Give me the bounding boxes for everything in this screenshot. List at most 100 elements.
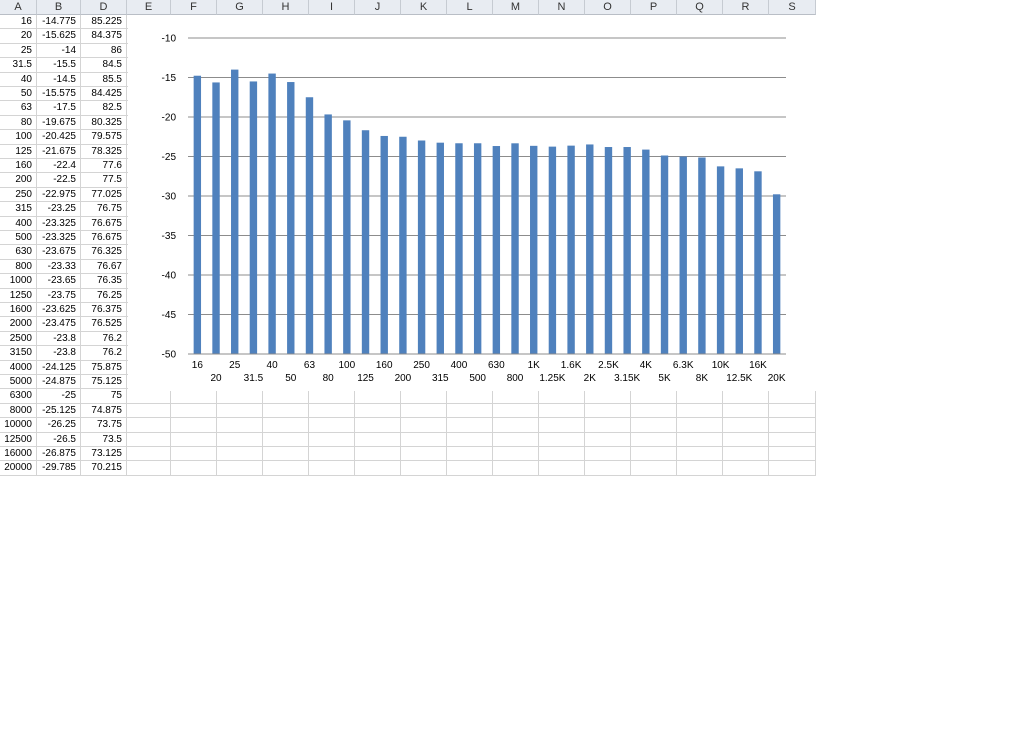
cell-B9[interactable]: -20.425	[37, 130, 81, 145]
cell-D5[interactable]: 85.5	[81, 72, 127, 87]
cell-A30[interactable]: 12500	[0, 432, 37, 447]
cell-D30[interactable]: 73.5	[81, 432, 127, 447]
cell-A21[interactable]: 1600	[0, 303, 37, 318]
column-header-F[interactable]: F	[171, 0, 217, 15]
cell-D13[interactable]: 77.025	[81, 187, 127, 203]
cell-D8[interactable]: 80.325	[81, 115, 127, 131]
cell-B25[interactable]: -24.125	[37, 360, 81, 375]
cell-B14[interactable]: -23.25	[37, 202, 81, 217]
cell-A13[interactable]: 250	[0, 187, 37, 203]
column-header-H[interactable]: H	[263, 0, 309, 15]
cell-B6[interactable]: -15.575	[37, 87, 81, 102]
cell-B2[interactable]: -15.625	[37, 29, 81, 44]
cell-D28[interactable]: 74.875	[81, 403, 127, 419]
cell-D16[interactable]: 76.675	[81, 231, 127, 246]
cell-A20[interactable]: 1250	[0, 288, 37, 303]
column-header-O[interactable]: O	[585, 0, 631, 15]
cell-D20[interactable]: 76.25	[81, 288, 127, 303]
cell-D23[interactable]: 76.2	[81, 331, 127, 347]
cell-A27[interactable]: 6300	[0, 389, 37, 404]
cell-A2[interactable]: 20	[0, 29, 37, 44]
column-header-A[interactable]: A	[0, 0, 37, 15]
cell-D24[interactable]: 76.2	[81, 346, 127, 361]
cell-D29[interactable]: 73.75	[81, 418, 127, 433]
cell-A24[interactable]: 3150	[0, 346, 37, 361]
cell-A1[interactable]: 16	[0, 15, 37, 30]
cell-D1[interactable]: 85.225	[81, 15, 127, 30]
cell-B32[interactable]: -29.785	[37, 461, 81, 476]
cell-B23[interactable]: -23.8	[37, 331, 81, 347]
column-header-G[interactable]: G	[217, 0, 263, 15]
cell-B30[interactable]: -26.5	[37, 432, 81, 447]
cell-A7[interactable]: 63	[0, 101, 37, 116]
cell-B17[interactable]: -23.675	[37, 245, 81, 260]
cell-D11[interactable]: 77.6	[81, 159, 127, 174]
cell-D27[interactable]: 75	[81, 389, 127, 404]
cell-A32[interactable]: 20000	[0, 461, 37, 476]
cell-A14[interactable]: 315	[0, 202, 37, 217]
column-header-I[interactable]: I	[309, 0, 355, 15]
cell-A29[interactable]: 10000	[0, 418, 37, 433]
cell-D6[interactable]: 84.425	[81, 87, 127, 102]
cell-A9[interactable]: 100	[0, 130, 37, 145]
cell-D9[interactable]: 79.575	[81, 130, 127, 145]
cell-B3[interactable]: -14	[37, 43, 81, 59]
cell-D2[interactable]: 84.375	[81, 29, 127, 44]
cell-A3[interactable]: 25	[0, 43, 37, 59]
cell-D26[interactable]: 75.125	[81, 375, 127, 390]
cell-D32[interactable]: 70.215	[81, 461, 127, 476]
cell-A22[interactable]: 2000	[0, 317, 37, 332]
cell-A26[interactable]: 5000	[0, 375, 37, 390]
cell-A25[interactable]: 4000	[0, 360, 37, 375]
cell-A10[interactable]: 125	[0, 144, 37, 159]
column-header-Q[interactable]: Q	[677, 0, 723, 15]
cell-D17[interactable]: 76.325	[81, 245, 127, 260]
cell-B11[interactable]: -22.4	[37, 159, 81, 174]
column-header-S[interactable]: S	[769, 0, 816, 15]
cell-B18[interactable]: -23.33	[37, 259, 81, 275]
cell-B31[interactable]: -26.875	[37, 447, 81, 462]
cell-A4[interactable]: 31.5	[0, 58, 37, 73]
cell-A6[interactable]: 50	[0, 87, 37, 102]
cell-B4[interactable]: -15.5	[37, 58, 81, 73]
cell-B7[interactable]: -17.5	[37, 101, 81, 116]
cell-A5[interactable]: 40	[0, 72, 37, 87]
column-header-B[interactable]: B	[37, 0, 81, 15]
cell-D25[interactable]: 75.875	[81, 360, 127, 375]
cell-B12[interactable]: -22.5	[37, 173, 81, 188]
column-header-R[interactable]: R	[723, 0, 769, 15]
cell-D15[interactable]: 76.675	[81, 216, 127, 231]
cell-D22[interactable]: 76.525	[81, 317, 127, 332]
column-header-E[interactable]: E	[127, 0, 171, 15]
column-header-J[interactable]: J	[355, 0, 401, 15]
cell-A19[interactable]: 1000	[0, 274, 37, 289]
column-header-L[interactable]: L	[447, 0, 493, 15]
cell-B26[interactable]: -24.875	[37, 375, 81, 390]
cell-B13[interactable]: -22.975	[37, 187, 81, 203]
cell-B5[interactable]: -14.5	[37, 72, 81, 87]
cell-B8[interactable]: -19.675	[37, 115, 81, 131]
cell-B29[interactable]: -26.25	[37, 418, 81, 433]
cell-A18[interactable]: 800	[0, 259, 37, 275]
cell-D18[interactable]: 76.67	[81, 259, 127, 275]
cell-A8[interactable]: 80	[0, 115, 37, 131]
column-header-D[interactable]: D	[81, 0, 127, 15]
cell-D31[interactable]: 73.125	[81, 447, 127, 462]
cell-D19[interactable]: 76.35	[81, 274, 127, 289]
cell-B16[interactable]: -23.325	[37, 231, 81, 246]
cell-B15[interactable]: -23.325	[37, 216, 81, 231]
cell-A31[interactable]: 16000	[0, 447, 37, 462]
cell-B28[interactable]: -25.125	[37, 403, 81, 419]
cell-A15[interactable]: 400	[0, 216, 37, 231]
bar-chart[interactable]: -10 -15 -20 -25 -30 -35 -40 -45 -50 16 20 25 31.5 40 5…	[128, 15, 817, 391]
cell-B22[interactable]: -23.475	[37, 317, 81, 332]
cell-B19[interactable]: -23.65	[37, 274, 81, 289]
column-header-N[interactable]: N	[539, 0, 585, 15]
cell-A12[interactable]: 200	[0, 173, 37, 188]
cell-D7[interactable]: 82.5	[81, 101, 127, 116]
cell-B21[interactable]: -23.625	[37, 303, 81, 318]
cell-B27[interactable]: -25	[37, 389, 81, 404]
cell-D10[interactable]: 78.325	[81, 144, 127, 159]
cell-B20[interactable]: -23.75	[37, 288, 81, 303]
column-header-K[interactable]: K	[401, 0, 447, 15]
